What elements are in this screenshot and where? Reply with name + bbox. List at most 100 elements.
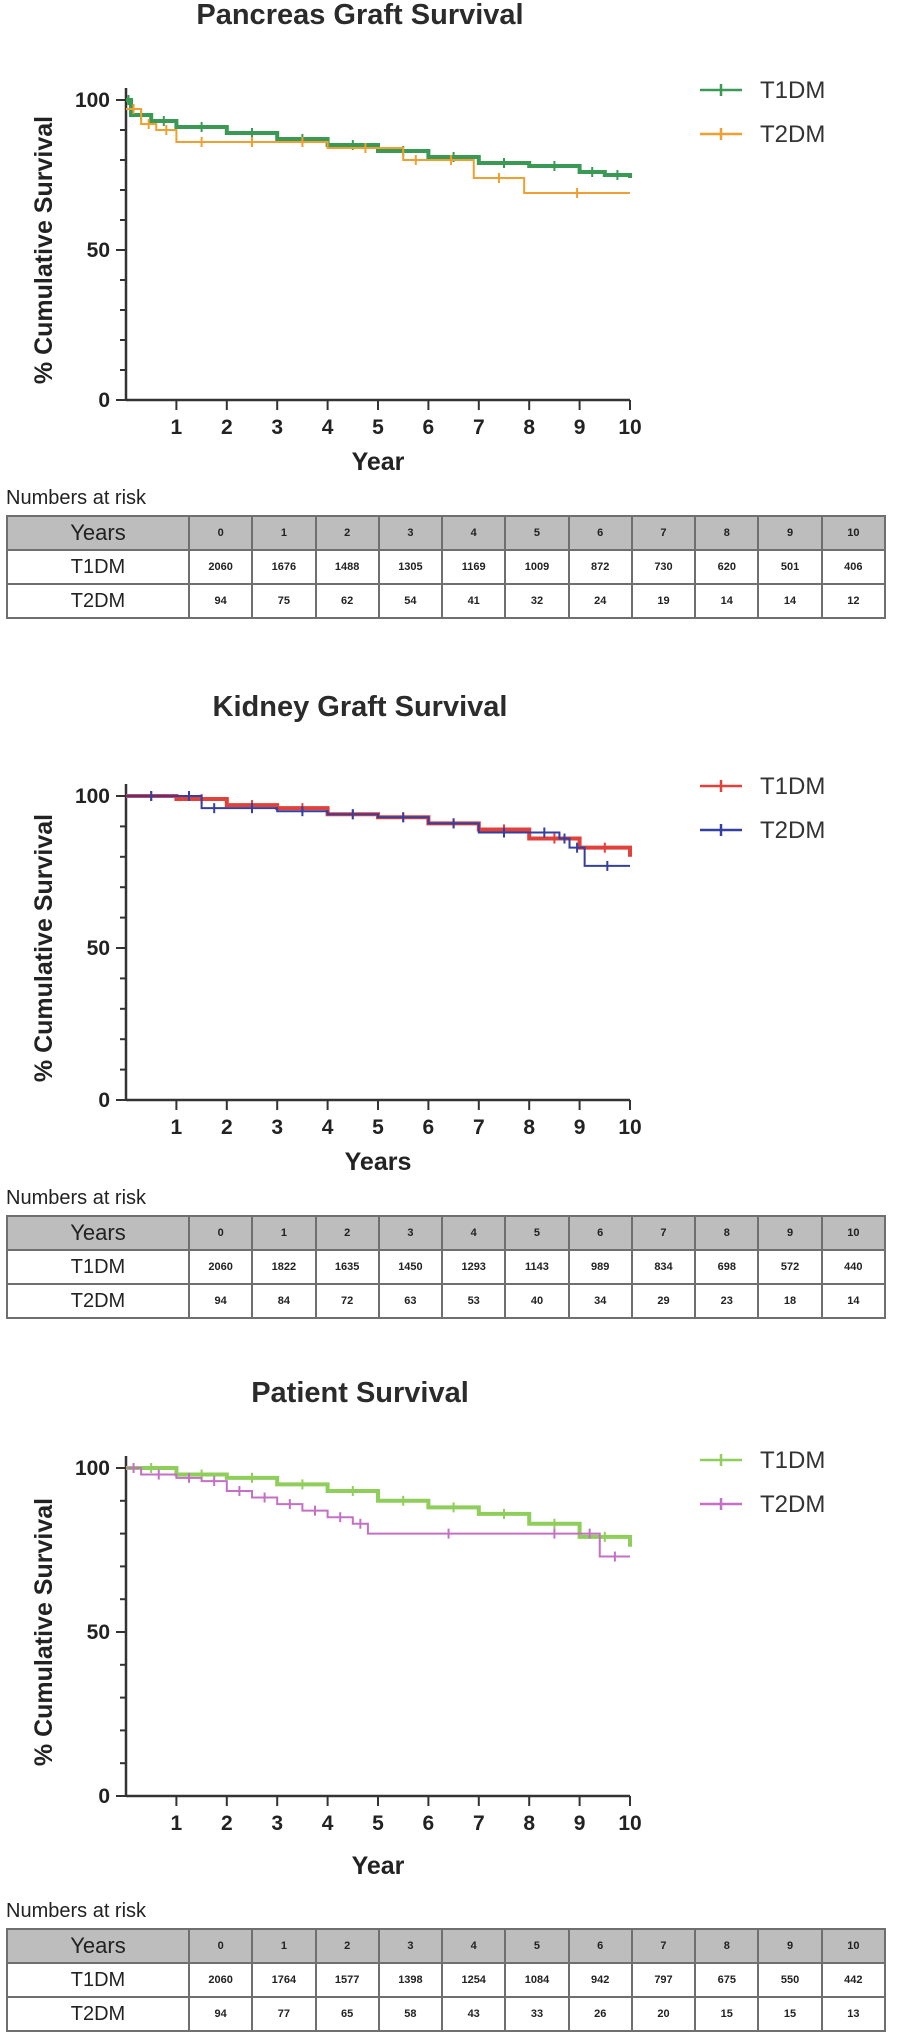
legend-label: T1DM [760, 773, 825, 800]
kidney-chart: Kidney Graft Survival 0 50 100 1 2 3 4 5 6 7 8 9 10 Ye… [30, 691, 825, 1176]
series-line-t1dm [126, 98, 632, 178]
risk-cell: 1822 [251, 1249, 317, 1285]
risk-header-cell: 6 [567, 1215, 633, 1251]
risk-cell: 572 [757, 1249, 823, 1285]
risk-cell: 14 [694, 583, 760, 619]
y-tick-label: 0 [98, 389, 110, 412]
chart-title: Patient Survival [251, 1377, 469, 1409]
legend-label: T2DM [760, 1491, 825, 1518]
risk-cell: 942 [567, 1962, 633, 1998]
y-axis-label: % Cumulative Survival [30, 814, 58, 1082]
x-tick-label: 7 [473, 416, 485, 439]
risk-cell: 24 [567, 583, 633, 619]
risk-label: Numbers at risk [6, 1187, 147, 1209]
risk-cell: 33 [504, 1996, 570, 2032]
risk-header-cell: 8 [694, 515, 760, 551]
x-tick-label: 4 [322, 1116, 334, 1139]
risk-header-row: Years 0 1 2 3 4 5 6 7 8 9 10 [6, 1928, 887, 1964]
risk-cell: 62 [314, 583, 380, 619]
risk-cell: 94 [187, 1283, 254, 1319]
x-tick-label: 9 [574, 416, 586, 439]
x-tick-label: 8 [523, 1812, 535, 1835]
risk-header-cell: 4 [441, 1928, 507, 1964]
x-tick-label: 5 [372, 416, 384, 439]
risk-cell: 53 [441, 1283, 507, 1319]
risk-cell: 34 [567, 1283, 633, 1319]
x-tick-label: 1 [171, 1812, 183, 1835]
x-tick-label: 3 [271, 416, 283, 439]
risk-header-cell: 7 [630, 515, 697, 551]
risk-header-label: Years [6, 1928, 190, 1964]
risk-cell: 620 [694, 549, 760, 585]
risk-cell: 1577 [314, 1962, 380, 1998]
y-tick-label: 0 [98, 1089, 110, 1112]
risk-header-cell: 9 [757, 515, 823, 551]
risk-cell: 18 [757, 1283, 823, 1319]
x-tick-label: 10 [618, 1812, 641, 1835]
risk-cell: 32 [504, 583, 570, 619]
x-tick-label: 9 [574, 1116, 586, 1139]
risk-header-cell: 3 [377, 1215, 444, 1251]
x-tick-label: 2 [221, 1812, 233, 1835]
risk-cell: 872 [567, 549, 633, 585]
risk-cell: 29 [630, 1283, 697, 1319]
chart-title: Kidney Graft Survival [213, 691, 508, 723]
risk-cell: 94 [187, 583, 254, 619]
x-tick-label: 8 [523, 416, 535, 439]
risk-cell: 730 [630, 549, 697, 585]
y-axis-label: % Cumulative Survival [30, 116, 58, 384]
x-tick-label: 3 [271, 1116, 283, 1139]
risk-header-cell: 4 [441, 515, 507, 551]
risk-header-cell: 2 [314, 1928, 380, 1964]
risk-cell: 13 [820, 1996, 887, 2032]
risk-row: T1DM 2060 1822 1635 1450 1293 1143 989 834 698 572… [6, 1249, 887, 1285]
risk-row: T2DM 94 84 72 63 53 40 34 29 23 18 14 [6, 1283, 887, 1319]
risk-header-cell: 7 [630, 1215, 697, 1251]
risk-cell: 2060 [187, 549, 254, 585]
pancreas-panel: Pancreas Graft Survival 0 50 100 1 2 3 4 5 6 7 8 9 10… [0, 0, 922, 640]
x-tick-label: 2 [221, 1116, 233, 1139]
x-tick-label: 7 [473, 1812, 485, 1835]
risk-header-cell: 8 [694, 1215, 760, 1251]
x-tick-label: 7 [473, 1116, 485, 1139]
patient-chart: Patient Survival 0 50 100 1 2 3 4 5 6 7 8 9 10 Year % C… [30, 1377, 825, 1880]
risk-header-cell: 1 [251, 515, 317, 551]
risk-cell: 23 [694, 1283, 760, 1319]
x-tick-label: 10 [618, 416, 641, 439]
risk-cell: 1488 [314, 549, 380, 585]
risk-row-label: T2DM [6, 583, 190, 619]
series-line-t1dm [126, 1466, 632, 1547]
risk-row: T1DM 2060 1676 1488 1305 1169 1009 872 730 620 501… [6, 549, 887, 585]
chart-title: Pancreas Graft Survival [196, 0, 523, 31]
risk-cell: 1009 [504, 549, 570, 585]
risk-cell: 14 [757, 583, 823, 619]
risk-header-cell: 2 [314, 1215, 380, 1251]
risk-cell: 797 [630, 1962, 697, 1998]
y-tick-label: 100 [75, 89, 110, 112]
risk-header-cell: 2 [314, 515, 380, 551]
y-tick-label: 50 [87, 937, 110, 960]
x-tick-label: 6 [423, 416, 435, 439]
risk-cell: 43 [441, 1996, 507, 2032]
risk-cell: 72 [314, 1283, 380, 1319]
risk-header-cell: 6 [567, 515, 633, 551]
risk-cell: 75 [251, 583, 317, 619]
x-tick-label: 1 [171, 1116, 183, 1139]
risk-cell: 84 [251, 1283, 317, 1319]
risk-cell: 77 [251, 1996, 317, 2032]
risk-header-cell: 6 [567, 1928, 633, 1964]
risk-header-cell: 0 [187, 515, 254, 551]
risk-cell: 15 [694, 1996, 760, 2032]
x-tick-label: 9 [574, 1812, 586, 1835]
risk-row-label: T2DM [6, 1283, 190, 1319]
risk-cell: 14 [820, 1283, 887, 1319]
risk-header-cell: 1 [251, 1215, 317, 1251]
risk-cell: 54 [377, 583, 444, 619]
risk-header-cell: 8 [694, 1928, 760, 1964]
risk-header-cell: 3 [377, 1928, 444, 1964]
x-tick-label: 4 [322, 416, 334, 439]
risk-header-row: Years 0 1 2 3 4 5 6 7 8 9 10 [6, 515, 887, 551]
x-tick-label: 5 [372, 1116, 384, 1139]
x-tick-label: 10 [618, 1116, 641, 1139]
x-tick-label: 5 [372, 1812, 384, 1835]
